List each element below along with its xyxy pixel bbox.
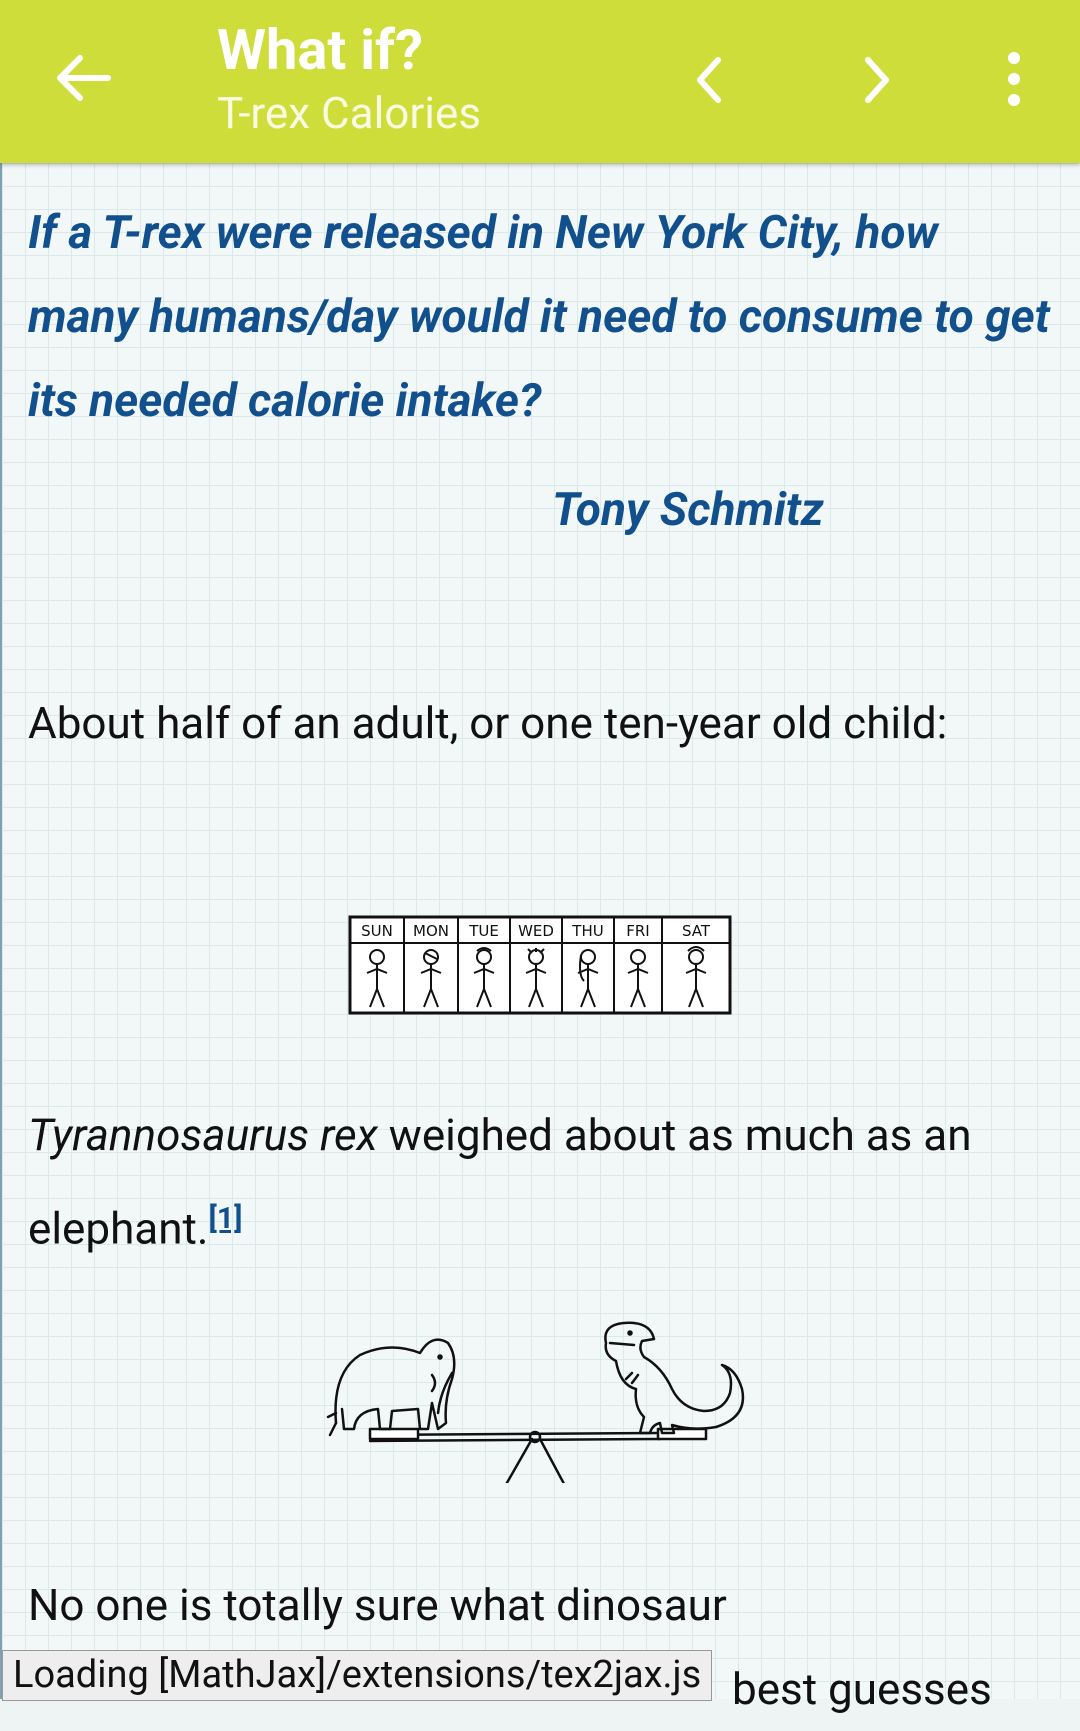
title-group: What if? T-rex Calories [217,14,481,140]
calendar-day-label: MON [413,922,449,940]
paragraph-4-partial: best guesses [732,1663,992,1715]
chevron-right-icon [865,57,889,103]
more-options-button[interactable] [996,48,1032,110]
calendar-day-label: WED [518,922,554,940]
seesaw-comic-image [326,1321,745,1483]
question-text: If a T-rex were released in New York Cit… [28,206,1050,428]
footnote-link[interactable]: [1] [208,1201,243,1236]
previous-article-button[interactable] [684,52,734,108]
app-bar: What if? T-rex Calories [0,0,1080,163]
calendar-day-label: SUN [361,922,393,940]
calendar-day-label: THU [571,922,603,940]
stick-figures [366,946,707,1008]
article-content[interactable]: If a T-rex were released in New York Cit… [0,163,1080,1715]
paragraph-3: No one is totally sure what dinosaur [28,1579,727,1631]
paragraph-2-text: weighed about as much as an elephant. [28,1109,972,1255]
asker-name: Tony Schmitz [552,483,824,537]
next-article-button[interactable] [852,52,902,108]
calendar-comic-image: SUN MON TUE WED THU FRI SAT [348,915,732,1015]
calendar-day-label: TUE [468,922,499,940]
article-subtitle: T-rex Calories [217,87,482,139]
calendar-day-label: SAT [682,922,711,940]
mathjax-loading-status: Loading [MathJax]/extensions/tex2jax.js [2,1650,713,1701]
paragraph-2: Tyrannosaurus rex weighed about as much … [28,1093,1058,1271]
calendar-day-label: FRI [626,922,649,940]
chevron-left-icon [697,57,721,103]
more-vert-icon [1008,52,1020,106]
app-title: What if? [217,17,423,83]
paragraph-1: About half of an adult, or one ten-year … [28,697,948,749]
back-arrow-icon[interactable] [52,46,116,110]
species-name: Tyrannosaurus rex [28,1109,378,1161]
